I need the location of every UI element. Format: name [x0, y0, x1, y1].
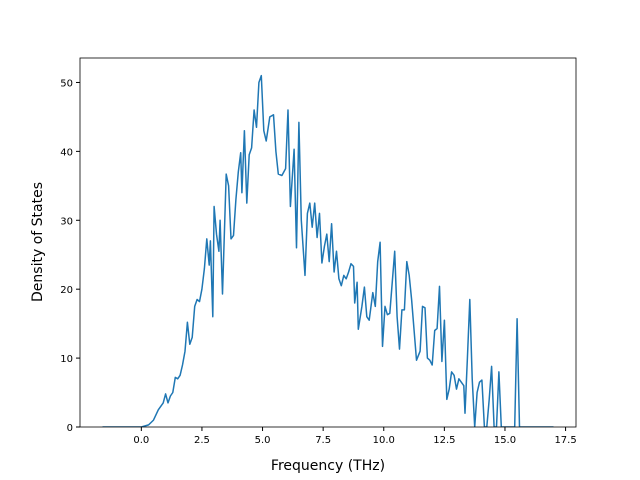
- x-tick-label: 10.0: [373, 435, 395, 446]
- data-line: [102, 74, 554, 427]
- x-tick-label: 5.0: [255, 435, 271, 446]
- y-tick-label: 20: [60, 285, 73, 296]
- x-tick-label: 17.5: [554, 435, 576, 446]
- x-tick-label: 15.0: [494, 435, 516, 446]
- y-tick-label: 50: [60, 78, 73, 89]
- y-tick-label: 10: [60, 354, 73, 365]
- y-tick-label: 40: [60, 147, 73, 158]
- axes-frame: [79, 57, 577, 428]
- x-tick-label: 7.5: [315, 435, 331, 446]
- x-tick-label: 0.0: [133, 435, 149, 446]
- x-axis-label: Frequency (THz): [271, 458, 385, 474]
- y-axis-label: Density of States: [30, 182, 46, 302]
- y-tick-label: 0: [67, 423, 73, 434]
- x-tick-label: 12.5: [433, 435, 455, 446]
- y-tick-label: 30: [60, 216, 73, 227]
- x-tick-label: 2.5: [194, 435, 210, 446]
